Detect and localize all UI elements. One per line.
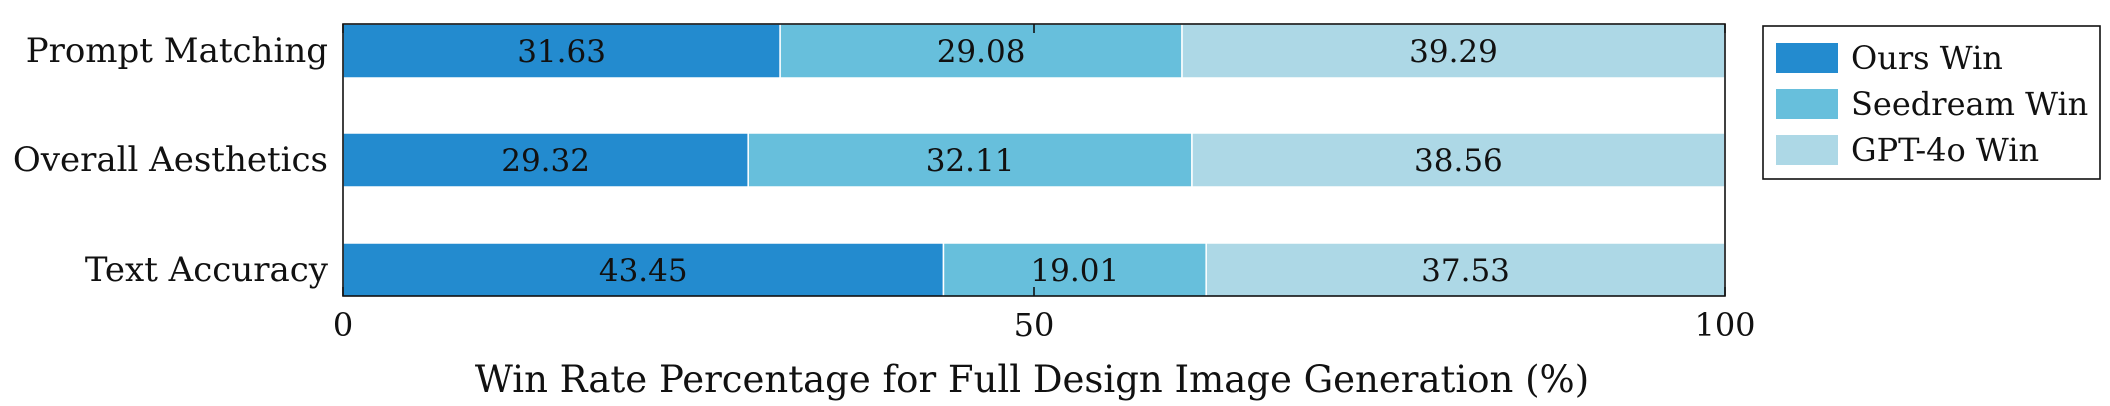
bar-gpt-4o-win <box>1205 242 1726 298</box>
legend: Ours Win Seedream Win GPT-4o Win <box>1762 25 2101 180</box>
data-label: 19.01 <box>1030 253 1119 289</box>
category-label: Prompt Matching <box>26 31 328 71</box>
x-tick-label: 100 <box>1694 306 1755 344</box>
legend-label-seedream-win: Seedream Win <box>1851 85 2088 123</box>
bar-ours-win <box>342 242 945 298</box>
bar-ours-win <box>342 23 781 79</box>
bar-ours-win <box>342 132 749 188</box>
data-label: 29.32 <box>501 143 590 179</box>
category-label: Overall Aesthetics <box>13 140 328 180</box>
x-axis-title: Win Rate Percentage for Full Design Imag… <box>475 358 1589 401</box>
x-tick-label: 0 <box>333 306 353 344</box>
bar-gpt-4o-win <box>1191 132 1726 188</box>
data-label: 31.63 <box>517 34 606 70</box>
legend-swatch-seedream-win <box>1776 89 1838 119</box>
bar-seedream-win <box>942 242 1207 298</box>
data-label: 29.08 <box>937 34 1026 70</box>
data-label: 32.11 <box>926 143 1015 179</box>
legend-label-ours-win: Ours Win <box>1851 39 2003 77</box>
bar-seedream-win <box>747 132 1193 188</box>
data-label: 43.45 <box>599 253 688 289</box>
x-tick-label: 50 <box>1014 306 1055 344</box>
plot-area: 31.63 29.08 39.29 Prompt Matching 29.32 32.11… <box>13 23 1756 344</box>
category-label: Text Accuracy <box>85 250 329 290</box>
data-label: 39.29 <box>1409 34 1498 70</box>
bar-seedream-win <box>779 23 1183 79</box>
data-label: 37.53 <box>1421 253 1510 289</box>
legend-swatch-gpt-4o-win <box>1776 135 1838 165</box>
legend-label-gpt-4o-win: GPT-4o Win <box>1851 131 2039 169</box>
legend-swatch-ours-win <box>1776 43 1838 73</box>
data-label: 38.56 <box>1414 143 1503 179</box>
